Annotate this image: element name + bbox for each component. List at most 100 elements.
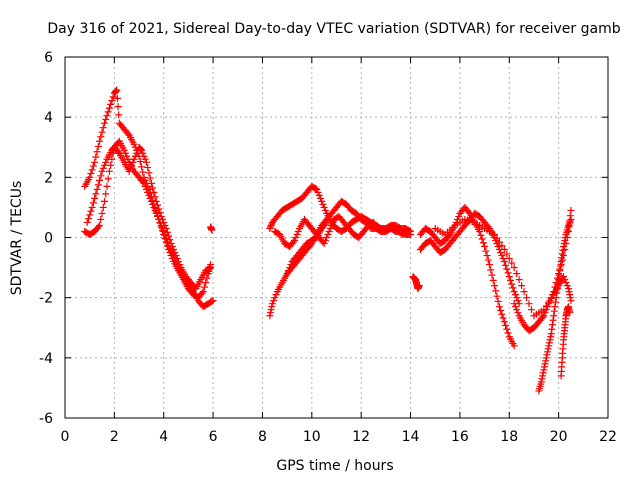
data-point-marker bbox=[541, 309, 549, 317]
data-point-marker bbox=[120, 146, 128, 154]
data-point-marker bbox=[105, 104, 113, 112]
data-point-marker bbox=[104, 108, 112, 116]
data-point-marker bbox=[140, 179, 148, 187]
data-point-marker bbox=[514, 297, 522, 305]
data-point-marker bbox=[156, 209, 164, 217]
data-point-marker bbox=[96, 221, 104, 229]
data-point-marker bbox=[207, 264, 215, 272]
data-point-marker bbox=[510, 342, 518, 350]
data-point-marker bbox=[321, 206, 329, 214]
data-point-marker bbox=[98, 209, 106, 217]
data-point-marker bbox=[268, 303, 276, 311]
data-point-marker bbox=[266, 312, 274, 320]
data-point-marker bbox=[566, 217, 574, 225]
data-point-marker bbox=[324, 230, 332, 238]
data-point-marker bbox=[566, 294, 574, 302]
data-point-marker bbox=[455, 212, 463, 220]
data-point-marker bbox=[100, 119, 108, 127]
data-point-marker bbox=[141, 155, 149, 163]
data-point-marker bbox=[146, 194, 154, 202]
data-point-marker bbox=[287, 261, 295, 269]
data-point-marker bbox=[511, 291, 519, 299]
data-point-marker bbox=[272, 291, 280, 299]
data-point-marker bbox=[162, 224, 170, 232]
data-point-marker bbox=[542, 357, 550, 365]
data-point-marker bbox=[167, 240, 175, 248]
data-point-marker bbox=[315, 191, 323, 199]
data-point-marker bbox=[99, 164, 107, 172]
data-point-marker bbox=[94, 142, 102, 150]
data-point-marker bbox=[100, 161, 108, 169]
data-point-marker bbox=[146, 174, 154, 182]
data-point-marker bbox=[84, 215, 92, 223]
data-point-marker bbox=[499, 314, 507, 322]
data-point-marker bbox=[126, 164, 134, 172]
data-point-marker bbox=[553, 285, 561, 293]
data-point-marker bbox=[123, 152, 131, 160]
y-tick-label: 6 bbox=[44, 50, 53, 66]
data-point-marker bbox=[537, 378, 545, 386]
data-point-marker bbox=[151, 193, 159, 201]
x-axis-label: GPS time / hours bbox=[276, 458, 393, 474]
data-point-marker bbox=[266, 223, 274, 231]
data-point-marker bbox=[161, 221, 169, 229]
data-point-marker bbox=[567, 206, 575, 214]
data-point-marker bbox=[493, 234, 501, 242]
axis-ticks: 0 2 4 6 8 10 12 14 16 18 20 22 -6 -4 -2 0 2 4 6 bbox=[39, 50, 617, 445]
data-point-marker bbox=[543, 351, 551, 359]
data-point-marker bbox=[130, 140, 138, 148]
data-point-marker bbox=[542, 354, 550, 362]
y-tick-label: -2 bbox=[39, 291, 53, 307]
data-point-marker bbox=[494, 243, 502, 251]
data-point-marker bbox=[113, 86, 121, 94]
data-point-marker bbox=[108, 97, 116, 105]
x-tick-label: 4 bbox=[159, 429, 168, 445]
data-point-marker bbox=[407, 230, 415, 238]
data-point-marker bbox=[102, 190, 110, 198]
data-point-marker bbox=[567, 297, 575, 305]
data-point-marker bbox=[508, 280, 516, 288]
data-point-marker bbox=[546, 336, 554, 344]
data-point-marker bbox=[87, 207, 95, 215]
data-point-marker bbox=[557, 258, 565, 266]
data-point-marker bbox=[138, 146, 146, 154]
data-point-marker bbox=[546, 297, 554, 305]
data-point-marker bbox=[490, 282, 498, 290]
data-point-marker bbox=[150, 188, 158, 196]
y-tick-label: 2 bbox=[44, 170, 53, 186]
data-point-marker bbox=[487, 266, 495, 274]
data-point-marker bbox=[497, 306, 505, 314]
data-point-marker bbox=[173, 255, 181, 263]
data-point-marker bbox=[176, 261, 184, 269]
data-point-marker bbox=[565, 221, 573, 229]
data-point-marker bbox=[323, 234, 331, 241]
data-point-marker bbox=[152, 209, 160, 217]
data-point-marker bbox=[109, 93, 117, 101]
data-point-marker bbox=[513, 270, 521, 278]
data-point-marker bbox=[92, 153, 100, 161]
data-point-marker bbox=[139, 168, 147, 176]
data-point-marker bbox=[147, 179, 155, 187]
data-point-marker bbox=[503, 265, 511, 273]
data-point-marker bbox=[504, 329, 512, 337]
data-point-marker bbox=[266, 309, 274, 317]
data-point-marker bbox=[555, 276, 563, 284]
data-point-marker bbox=[142, 158, 150, 166]
x-tick-label: 0 bbox=[61, 429, 70, 445]
data-point-marker bbox=[563, 282, 571, 290]
data-point-marker bbox=[503, 250, 511, 258]
data-point-marker bbox=[152, 197, 160, 205]
data-point-marker bbox=[103, 112, 111, 120]
data-point-marker bbox=[129, 158, 137, 166]
data-point-marker bbox=[510, 300, 518, 308]
data-point-marker bbox=[507, 276, 515, 284]
data-point-marker bbox=[200, 283, 208, 291]
data-point-marker bbox=[398, 230, 406, 238]
data-point-marker bbox=[94, 181, 102, 189]
data-point-marker bbox=[92, 190, 100, 198]
data-point-marker bbox=[565, 220, 573, 228]
data-point-marker bbox=[493, 292, 501, 300]
data-point-marker bbox=[155, 205, 163, 213]
y-tick-label: 0 bbox=[44, 231, 53, 247]
